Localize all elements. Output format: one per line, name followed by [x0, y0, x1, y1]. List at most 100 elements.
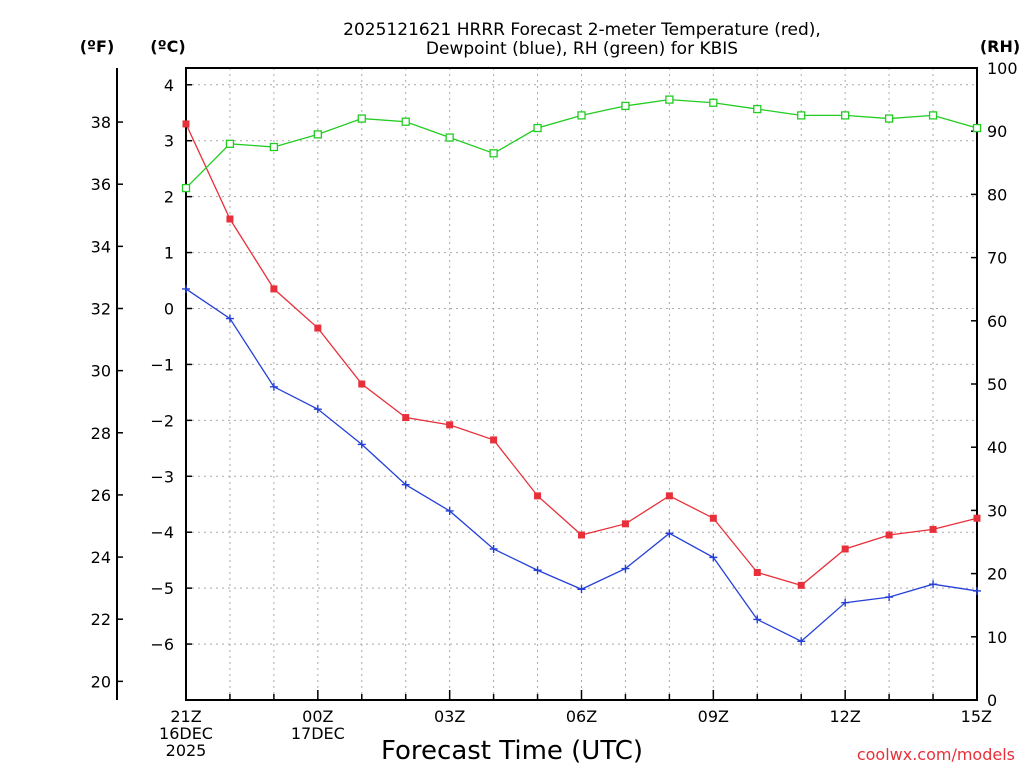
fahrenheit-tick-label: 36 — [91, 175, 111, 194]
plot-frame — [185, 67, 978, 701]
rh-point — [445, 133, 454, 142]
rh-point — [225, 139, 235, 148]
x-tick-label: 12Z — [830, 707, 861, 726]
x-tick-label: 06Z — [566, 707, 597, 726]
dewpoint-point — [929, 580, 938, 589]
rh-point — [753, 104, 762, 114]
axes-layer — [116, 67, 978, 701]
celsius-tick-label: −5 — [150, 579, 174, 598]
fahrenheit-tick-label: 38 — [91, 113, 111, 132]
rh-point — [269, 142, 279, 152]
rh-unit-label: (RH) — [980, 37, 1020, 56]
temperature-point — [314, 324, 322, 332]
rh-point — [884, 114, 894, 123]
rh-point — [621, 101, 630, 111]
series-layer — [181, 95, 982, 646]
temperature-point — [885, 531, 893, 539]
dewpoint-point — [753, 615, 762, 624]
dewpoint-point — [797, 637, 806, 646]
temperature-point — [578, 531, 585, 539]
temperature-point — [709, 514, 717, 522]
x-tick-label: 15Z — [961, 707, 992, 726]
rh-point — [928, 111, 938, 120]
fahrenheit-tick-label: 28 — [91, 424, 111, 443]
rh-point — [313, 130, 322, 139]
dewpoint-point — [445, 506, 454, 515]
fahrenheit-tick-label: 20 — [91, 672, 111, 691]
temperature-point — [402, 414, 410, 422]
rh-tick-label: 70 — [987, 249, 1007, 268]
dewpoint-point — [885, 593, 894, 602]
dewpoint-point — [973, 586, 981, 595]
dewpoint-point — [269, 382, 278, 391]
celsius-tick-label: 0 — [164, 299, 174, 318]
rh-point — [972, 123, 982, 133]
rh-point — [709, 98, 718, 107]
x-tick-label: 17DEC — [291, 724, 345, 743]
celsius-tick-label: 1 — [164, 244, 174, 263]
x-tick-label: 2025 — [166, 741, 207, 760]
fahrenheit-tick-label: 34 — [91, 237, 111, 256]
x-tick-label: 21Z — [170, 707, 201, 726]
rh-point — [665, 95, 674, 104]
celsius-unit-label: (ºC) — [150, 37, 185, 56]
x-tick-label: 00Z — [302, 707, 333, 726]
rh-tick-label: 0 — [987, 691, 997, 710]
dewpoint-point — [225, 314, 234, 323]
rh-point — [577, 111, 586, 120]
dewpoint-point — [577, 585, 586, 594]
temperature-point — [534, 492, 542, 500]
temperature-point — [358, 380, 366, 388]
dewpoint-point — [665, 529, 674, 538]
chart-title-line-2: Dewpoint (blue), RH (green) for KBIS — [426, 39, 738, 59]
temperature-series-line — [185, 123, 978, 587]
rh-tick-label: 50 — [987, 375, 1007, 394]
temperature-point — [270, 285, 278, 293]
celsius-tick-label: −4 — [150, 523, 174, 542]
dewpoint-point — [841, 598, 850, 607]
x-tick-label: 16DEC — [159, 724, 213, 743]
rh-point — [181, 183, 191, 193]
dewpoint-point — [621, 564, 630, 573]
rh-point — [489, 149, 498, 158]
rh-tick-label: 100 — [987, 59, 1018, 78]
rh-point — [401, 117, 410, 126]
dewpoint-point — [489, 544, 498, 553]
rh-tick-label: 80 — [987, 185, 1007, 204]
celsius-tick-label: −2 — [150, 411, 174, 430]
celsius-tick-label: −1 — [150, 355, 174, 374]
temperature-point — [929, 525, 937, 533]
rh-tick-label: 40 — [987, 438, 1007, 457]
temperature-point — [665, 492, 673, 500]
celsius-tick-label: −6 — [150, 635, 174, 654]
fahrenheit-unit-label: (ºF) — [80, 37, 115, 56]
rh-tick-label: 20 — [987, 565, 1007, 584]
temperature-point — [841, 545, 849, 553]
temperature-point — [446, 421, 454, 429]
celsius-tick-label: −3 — [150, 467, 174, 486]
celsius-tick-label: 3 — [164, 132, 174, 151]
credit-text: coolwx.com/models — [857, 745, 1015, 764]
rh-tick-label: 10 — [987, 628, 1007, 647]
rh-tick-label: 90 — [987, 122, 1007, 141]
fahrenheit-tick-label: 22 — [91, 610, 111, 629]
fahrenheit-tick-label: 26 — [91, 486, 111, 505]
temperature-point — [753, 568, 761, 576]
chart-title-line-1: 2025121621 HRRR Forecast 2-meter Tempera… — [343, 20, 821, 40]
x-tick-label: 03Z — [434, 707, 465, 726]
rh-tick-label: 60 — [987, 312, 1007, 331]
fahrenheit-tick-label: 32 — [91, 299, 111, 318]
celsius-tick-label: 4 — [164, 76, 174, 95]
temperature-point — [226, 215, 234, 223]
fahrenheit-tick-label: 30 — [91, 362, 111, 381]
rh-point — [357, 114, 366, 123]
dewpoint-point — [401, 480, 410, 489]
x-axis-label: Forecast Time (UTC) — [381, 736, 643, 766]
temperature-point — [182, 120, 190, 128]
rh-point — [797, 111, 806, 120]
rh-point — [533, 123, 542, 133]
rh-tick-label: 30 — [987, 501, 1007, 520]
dewpoint-point — [313, 405, 322, 414]
temperature-point — [621, 520, 629, 528]
x-tick-label: 09Z — [698, 707, 729, 726]
